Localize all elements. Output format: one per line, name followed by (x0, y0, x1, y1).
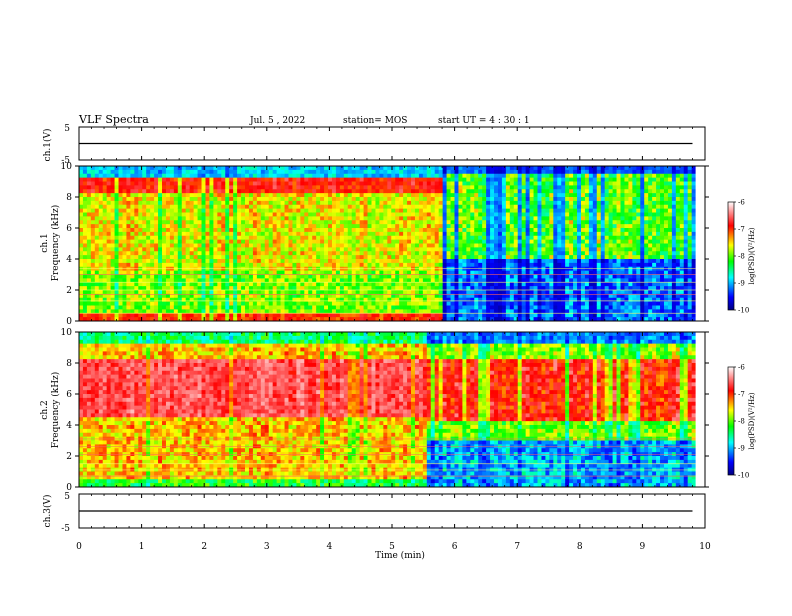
ch3-ytick-bottom: -5 (61, 524, 70, 534)
ch1-spectrogram-ytick: 8 (66, 193, 72, 203)
ch2-spectrogram-ytick: 10 (61, 328, 73, 338)
figure-title: VLF Spectra (78, 113, 149, 126)
ch1-spectrogram-ytick: 0 (66, 317, 72, 327)
time-tick-label: 0 (76, 542, 82, 552)
ch2-colorbar-tick: -6 (738, 364, 745, 372)
ch1-colorbar: -6 -7 -8 -9 -10 log(PSD)(V²/Hz) (728, 199, 756, 315)
ch3-ytick-top: 5 (64, 492, 70, 502)
ch2-spectrogram-image (79, 332, 705, 487)
ch3-waveform-ylabel: ch.3(V) (42, 495, 53, 528)
ch1-spectrogram-panel: 0 2 4 6 8 10 ch.1 Frequency (kHz) (40, 162, 709, 327)
ch2-spectrogram-ytick: 2 (66, 452, 72, 462)
ch2-colorbar: -6 -7 -8 -9 -10 log(PSD)(V²/Hz) (728, 364, 756, 480)
ch1-colorbar-tick: -8 (738, 253, 745, 261)
ch1-colorbar-gradient (728, 202, 734, 310)
ch2-colorbar-tick: -9 (738, 445, 745, 453)
station-label: station= MOS (343, 116, 407, 126)
ch2-frequency-ylabel: Frequency (kHz) (50, 372, 61, 449)
ch1-colorbar-tick: -7 (738, 226, 745, 234)
ch1-waveform-ylabel: ch.1(V) (42, 129, 53, 162)
ch1-spectrogram-image (79, 166, 705, 321)
time-tick-label: 8 (577, 542, 583, 552)
ch2-colorbar-gradient (728, 367, 734, 475)
ch1-spectrogram-ytick: 6 (66, 224, 72, 234)
ch2-colorbar-tick: -10 (738, 472, 749, 480)
time-tick-label: 3 (264, 542, 270, 552)
time-axis-label: Time (min) (375, 550, 425, 561)
ch2-colorbar-tick: -8 (738, 418, 745, 426)
ch1-colorbar-tick: -6 (738, 199, 745, 207)
time-tick-label: 4 (327, 542, 333, 552)
ch2-spectrogram-ytick: 8 (66, 359, 72, 369)
ch2-spectrogram-ytick: 4 (66, 421, 72, 431)
ch2-spectrogram-ytick: 6 (66, 390, 72, 400)
start-ut-label: start UT = 4 : 30 : 1 (438, 116, 530, 126)
ch1-frequency-ylabel: Frequency (kHz) (50, 205, 61, 282)
time-tick-label: 10 (699, 542, 711, 552)
ch2-colorbar-label: log(PSD)(V²/Hz) (748, 392, 756, 449)
time-tick-label: 6 (452, 542, 458, 552)
ch1-spectrogram-ytick: 2 (66, 286, 72, 296)
time-tick-label: 9 (640, 542, 646, 552)
date-label: Jul. 5 , 2022 (249, 116, 305, 126)
time-tick-label: 7 (514, 542, 520, 552)
ch1-colorbar-tick: -9 (738, 280, 745, 288)
ch2-spectrogram-ylabel: ch.2 (40, 400, 50, 419)
time-tick-label: 2 (201, 542, 207, 552)
ch1-spectrogram-ytick: 4 (66, 255, 72, 265)
ch1-colorbar-tick: -10 (738, 307, 749, 315)
ch1-spectrogram-ytick: 10 (61, 162, 73, 172)
ch1-ytick-top: 5 (64, 124, 70, 134)
header: VLF Spectra Jul. 5 , 2022 station= MOS s… (78, 113, 530, 126)
ch2-colorbar-tick: -7 (738, 391, 745, 399)
time-tick-label: 1 (139, 542, 145, 552)
ch1-colorbar-label: log(PSD)(V²/Hz) (748, 227, 756, 284)
ch1-spectrogram-ylabel: ch.1 (40, 233, 50, 252)
